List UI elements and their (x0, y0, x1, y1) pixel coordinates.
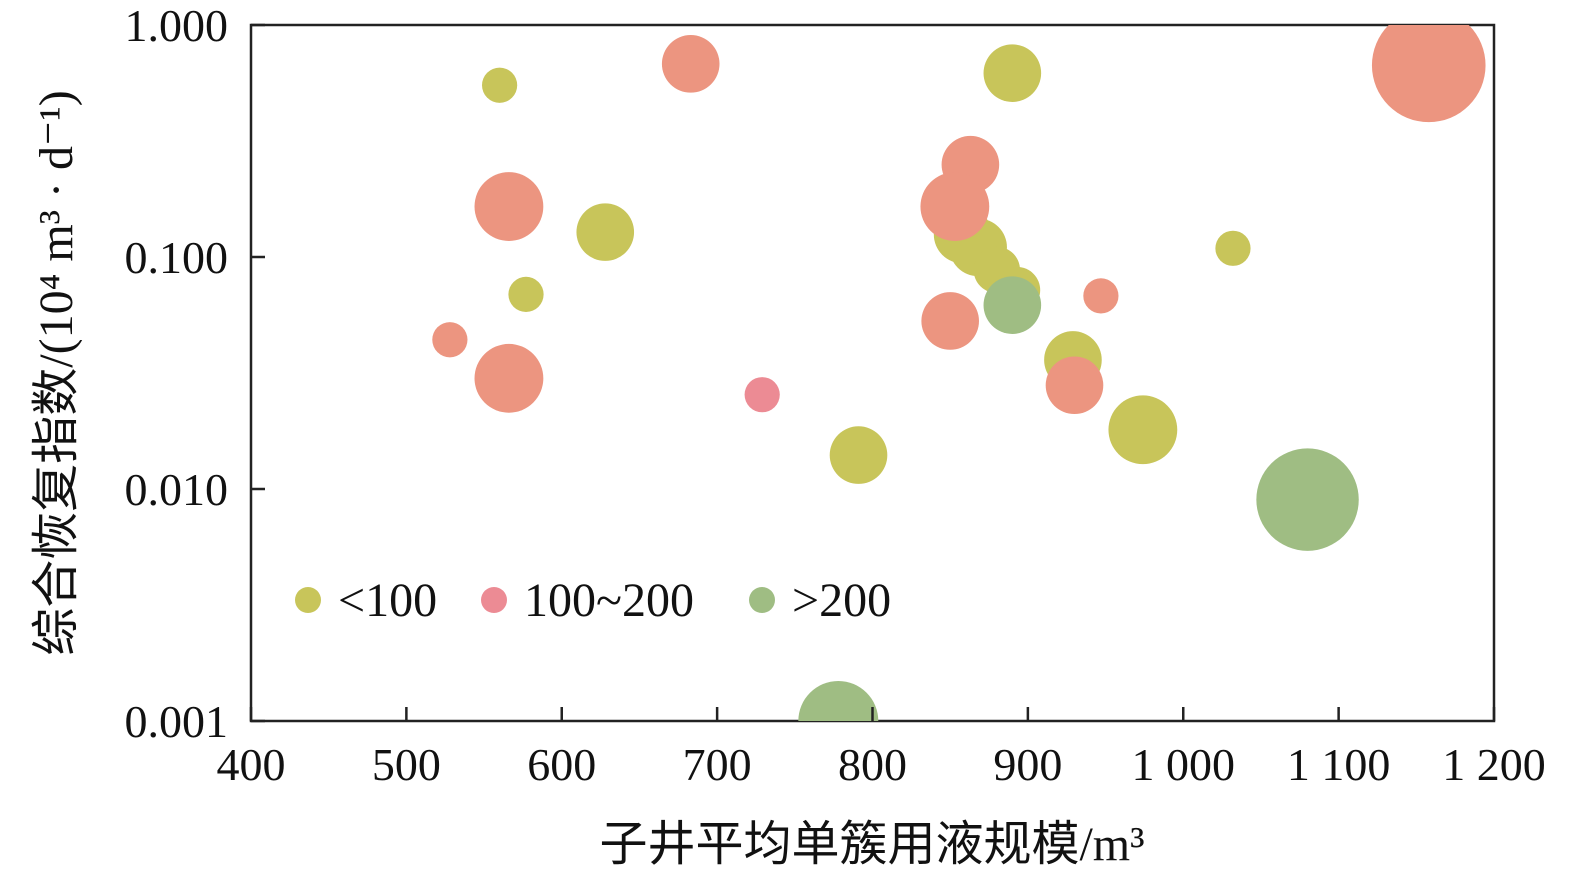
bubble-series-3-point-1 (474, 172, 544, 241)
legend-label: >200 (792, 574, 891, 627)
legend-label: <100 (338, 574, 437, 627)
x-tick-label: 400 (217, 739, 286, 790)
x-tick-label: 900 (993, 739, 1062, 790)
bubble-series-3-point-5 (920, 172, 990, 241)
x-tick-label: 1 200 (1442, 739, 1546, 790)
bubble-series-1-point-0 (744, 377, 780, 413)
bubble-series-3-point-7 (1045, 356, 1104, 415)
x-tick-label: 600 (527, 739, 596, 790)
x-axis-title: 子井平均单簇用液规模/m³ (599, 818, 1144, 871)
y-axis-ticks: 0.001 0.010 0.100 1.000 (125, 0, 265, 747)
y-tick-label: 0.100 (125, 232, 229, 283)
y-tick-label: 0.010 (125, 464, 229, 515)
x-tick-label: 1 100 (1287, 739, 1391, 790)
legend-label: 100~200 (524, 574, 694, 627)
bubble-series-3-point-9 (1371, 25, 1486, 123)
x-tick-label: 1 000 (1132, 739, 1236, 790)
legend-marker (749, 587, 775, 613)
bubble-series-0-point-4 (983, 44, 1042, 102)
legend: <100 100~200 >200 (295, 574, 891, 627)
bubble-series-3-point-3 (661, 35, 720, 93)
bubble-series-2-point-1 (1256, 448, 1359, 551)
bubble-series-0-point-10 (1108, 395, 1178, 465)
bubble-series-2-point-2 (798, 681, 879, 721)
bubble-series-3-point-2 (474, 343, 544, 413)
bubble-series-3-point-0 (432, 322, 468, 358)
bubble-series-0-point-2 (576, 203, 635, 261)
y-axis-title: 综合恢复指数/(10⁴ m³ · d⁻¹) (30, 90, 83, 655)
x-tick-label: 500 (372, 739, 441, 790)
bubble-series-3-point-6 (921, 292, 979, 350)
legend-marker (295, 587, 321, 613)
bubble-series-3-point-8 (1083, 278, 1119, 314)
bubble-series-2-point-0 (983, 276, 1042, 334)
bubble-series-0-point-3 (829, 426, 888, 484)
bubble-series-0-point-1 (508, 276, 544, 312)
y-tick-label: 1.000 (125, 0, 229, 51)
bubble-layer (432, 25, 1486, 721)
legend-marker (481, 587, 507, 613)
bubble-series-0-point-11 (1215, 230, 1251, 266)
x-tick-label: 800 (838, 739, 907, 790)
y-tick-label: 0.001 (125, 696, 229, 747)
bubble-series-0-point-0 (482, 67, 518, 103)
x-axis-ticks: 400 500 600 700 800 900 1 000 1 100 1 200 (217, 707, 1546, 790)
x-tick-label: 700 (683, 739, 752, 790)
